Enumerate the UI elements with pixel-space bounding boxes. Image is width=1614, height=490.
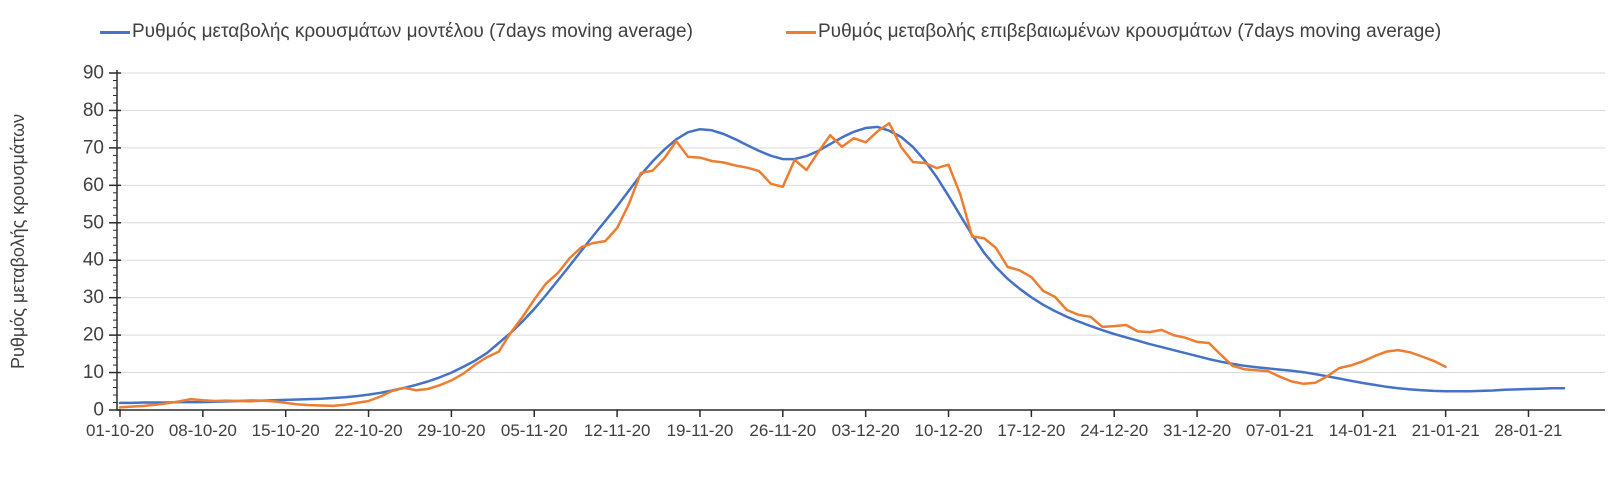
y-tick-label: 80 (83, 100, 104, 121)
x-tick-label: 19-11-20 (667, 421, 734, 440)
legend-line-marker-confirmed (786, 30, 816, 34)
x-tick-label: 14-01-21 (1329, 421, 1397, 440)
x-tick-label: 10-12-20 (914, 421, 982, 440)
x-tick-label: 17-12-20 (997, 421, 1065, 440)
x-tick-label: 26-11-20 (749, 421, 816, 440)
x-tick-label: 01-10-20 (86, 421, 154, 440)
x-tick-label: 21-01-21 (1412, 421, 1480, 440)
confirmed-series-line (118, 121, 1447, 409)
x-tick-label: 03-12-20 (832, 421, 900, 440)
legend-label-model: Ρυθμός μεταβολής κρουσμάτων μοντέλου (7d… (132, 21, 693, 42)
y-tick-label: 50 (83, 212, 104, 233)
x-tick-label: 31-12-20 (1163, 421, 1231, 440)
x-tick-label: 05-11-20 (501, 421, 568, 440)
x-tick-label: 24-12-20 (1080, 421, 1148, 440)
x-tick-label: 29-10-20 (417, 421, 485, 440)
legend-item-model: Ρυθμός μεταβολής κρουσμάτων μοντέλου (7d… (100, 21, 693, 43)
x-tick-label: 22-10-20 (335, 421, 403, 440)
y-tick-label: 20 (83, 325, 104, 346)
x-tick-label: 12-11-20 (584, 421, 651, 440)
y-tick-label: 30 (83, 287, 104, 308)
x-tick-label: 15-10-20 (252, 421, 320, 440)
y-tick-label: 70 (83, 137, 104, 158)
legend-line-marker-model (100, 30, 130, 34)
x-tick-label: 08-10-20 (169, 421, 237, 440)
y-tick-label: 40 (83, 250, 104, 271)
y-tick-label: 10 (83, 362, 104, 383)
x-tick-label: 28-01-21 (1494, 421, 1562, 440)
y-tick-label: 60 (83, 175, 104, 196)
y-tick-label: 0 (93, 400, 104, 421)
y-tick-label: 90 (83, 63, 104, 84)
legend-label-confirmed: Ρυθμός μεταβολής επιβεβαιωμένων κρουσμάτ… (818, 21, 1442, 42)
legend-item-confirmed: Ρυθμός μεταβολής επιβεβαιωμένων κρουσμάτ… (786, 21, 1441, 43)
x-tick-label: 07-01-21 (1246, 421, 1314, 440)
model-series-line (118, 125, 1566, 405)
